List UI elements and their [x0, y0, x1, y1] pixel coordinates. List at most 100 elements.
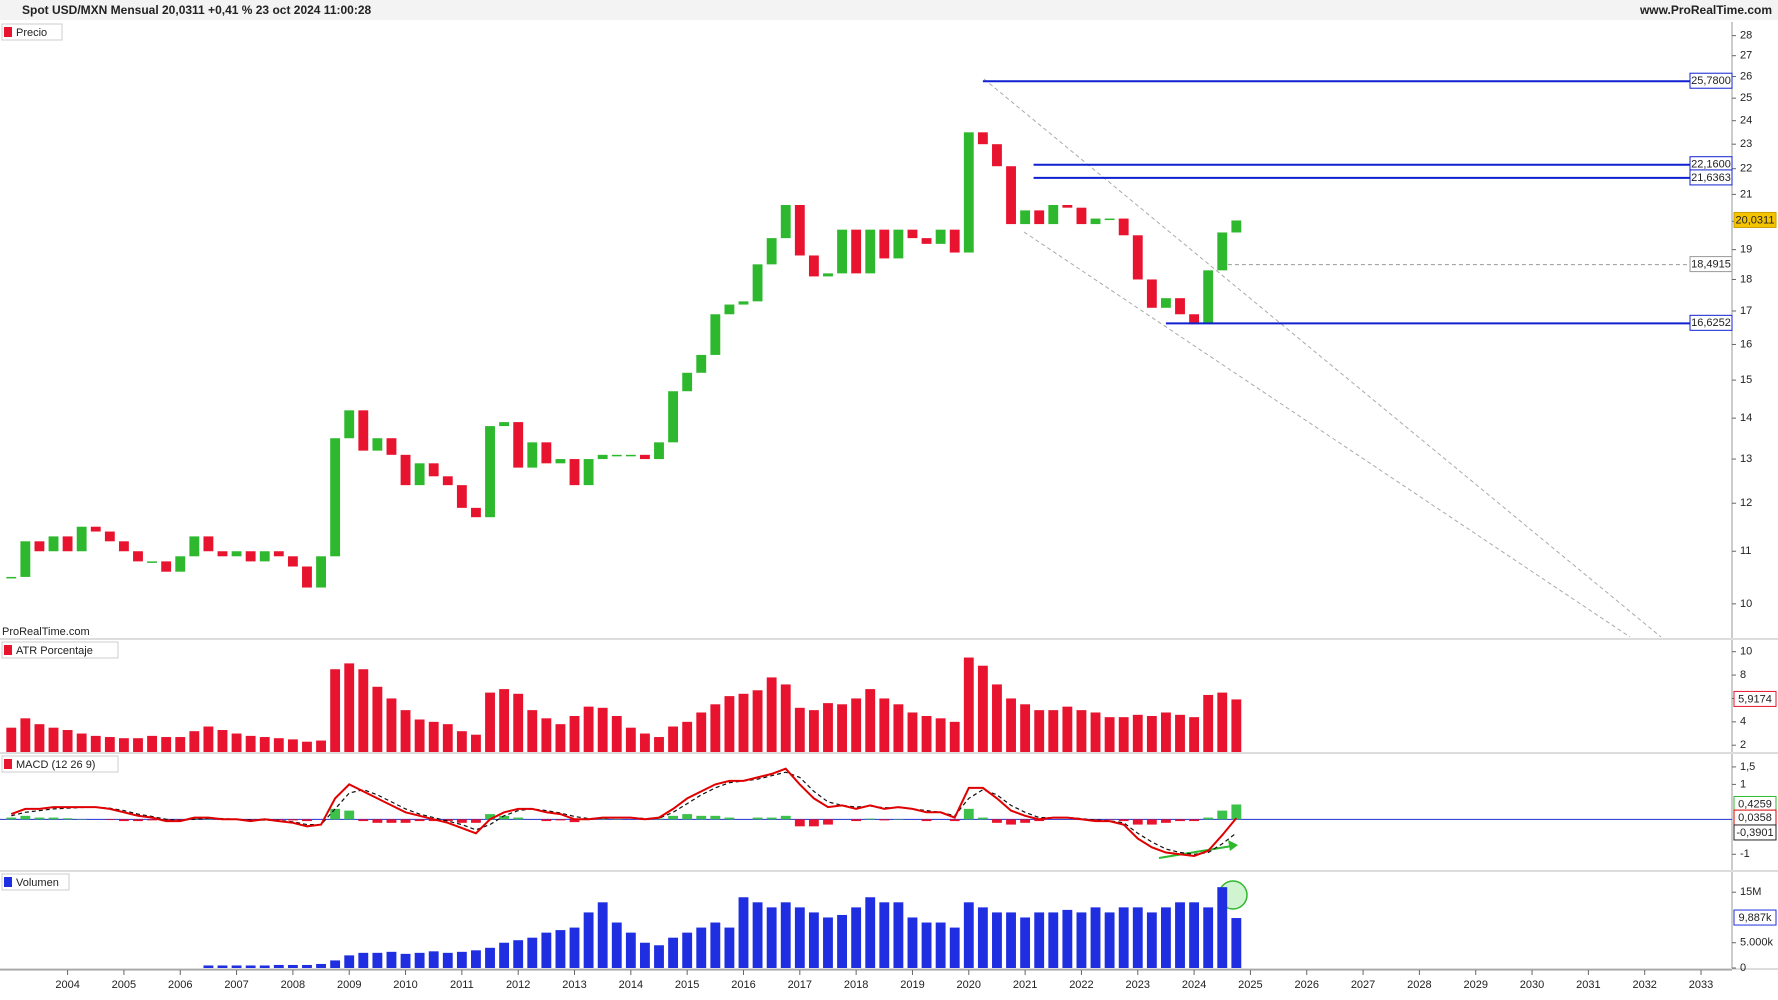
bar: [752, 690, 763, 752]
x-tick-label: 2030: [1520, 979, 1544, 991]
bar: [400, 953, 411, 968]
candle: [992, 144, 1002, 167]
legend-box: [1, 23, 63, 41]
bar: [330, 960, 341, 968]
bar: [1076, 912, 1087, 968]
histogram-bar: [555, 819, 566, 821]
bar: [217, 730, 228, 752]
bar: [287, 964, 298, 968]
x-tick-label: 2028: [1407, 979, 1431, 991]
bar: [865, 897, 876, 968]
histogram-bar: [1090, 819, 1101, 821]
candle: [639, 454, 650, 460]
x-tick-label: 2015: [675, 979, 699, 991]
bar: [668, 937, 679, 968]
candle: [1203, 270, 1214, 325]
bar: [330, 669, 341, 752]
histogram-bar: [865, 818, 876, 820]
histogram-bar: [1161, 819, 1171, 823]
candle: [1132, 235, 1143, 280]
candle: [330, 438, 341, 557]
histogram-bar: [386, 819, 397, 823]
histogram-bar: [203, 818, 214, 820]
candle: [316, 556, 326, 588]
histogram-bar: [133, 819, 143, 822]
candle: [1020, 210, 1031, 225]
bar: [780, 684, 791, 752]
histogram-bar: [1118, 819, 1129, 822]
candle: [90, 526, 101, 532]
candle: [428, 463, 439, 477]
histogram-bar: [682, 814, 693, 820]
x-tick-label: 2032: [1632, 979, 1656, 991]
bar: [794, 907, 805, 968]
bar: [1118, 717, 1129, 752]
y-tick-label: 0: [1740, 962, 1746, 974]
bar: [513, 693, 524, 752]
histogram-bar: [358, 819, 369, 822]
bar: [231, 733, 242, 752]
x-tick-label: 2021: [1013, 979, 1037, 991]
bar: [1104, 717, 1115, 752]
bar: [259, 965, 270, 968]
level-tag: [1689, 72, 1733, 89]
bar: [372, 952, 383, 968]
bar: [1048, 912, 1059, 968]
x-tick-label: 2007: [224, 979, 248, 991]
histogram-bar: [823, 819, 833, 825]
y-tick-label: 26: [1740, 70, 1752, 82]
candle: [372, 438, 383, 451]
bar: [921, 922, 932, 968]
x-tick-label: 2027: [1351, 979, 1375, 991]
value-tag-label: -0,3901: [1736, 827, 1773, 839]
bar: [499, 942, 510, 968]
histogram-bar: [977, 817, 988, 820]
bar: [865, 689, 876, 752]
candle: [879, 229, 890, 259]
candle: [625, 454, 636, 457]
bar: [907, 712, 918, 752]
bar: [1231, 918, 1242, 968]
candle: [907, 229, 918, 239]
bar: [1020, 704, 1031, 752]
bar: [611, 715, 622, 752]
bar: [316, 740, 326, 752]
bar: [20, 718, 31, 752]
candle: [133, 551, 143, 562]
bar: [696, 712, 707, 752]
histogram-bar: [471, 819, 481, 823]
x-tick-label: 2033: [1689, 979, 1713, 991]
candle: [527, 442, 538, 468]
bar: [977, 665, 988, 752]
bar: [935, 718, 946, 752]
level-label: 21,6363: [1691, 172, 1731, 184]
x-tick-label: 2018: [844, 979, 868, 991]
histogram-bar: [1132, 819, 1143, 825]
bar: [766, 677, 777, 752]
bar: [231, 965, 242, 968]
histogram-bar: [414, 819, 425, 822]
bar: [668, 726, 679, 752]
histogram-bar: [851, 819, 862, 822]
bar: [569, 927, 580, 968]
candle: [780, 205, 791, 239]
x-tick-label: 2011: [450, 979, 474, 991]
x-tick-label: 2026: [1295, 979, 1319, 991]
bar: [1062, 706, 1073, 752]
candle: [6, 576, 17, 579]
histogram-bar: [569, 819, 580, 823]
legend-box: [1, 755, 119, 773]
candle: [654, 442, 664, 460]
x-tick-label: 2031: [1576, 979, 1600, 991]
bar: [1118, 907, 1129, 968]
bar: [344, 663, 355, 752]
bar: [949, 927, 960, 968]
bar: [808, 912, 819, 968]
bar: [62, 730, 73, 752]
candle: [442, 476, 453, 486]
x-tick-label: 2004: [55, 979, 79, 991]
bar: [1132, 714, 1143, 752]
x-tick-label: 2019: [900, 979, 924, 991]
histogram-bar: [34, 817, 45, 820]
bar: [456, 731, 467, 752]
